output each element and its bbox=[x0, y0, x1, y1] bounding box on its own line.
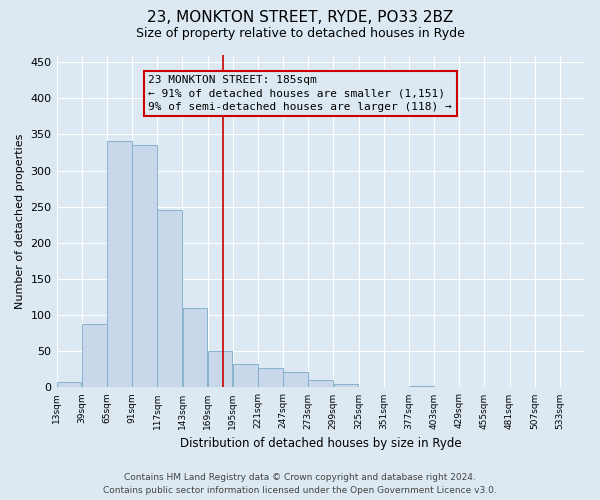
Bar bbox=[283, 372, 308, 388]
Bar bbox=[132, 146, 157, 388]
Bar bbox=[82, 324, 107, 388]
Bar bbox=[233, 364, 257, 388]
Text: Size of property relative to detached houses in Ryde: Size of property relative to detached ho… bbox=[136, 28, 464, 40]
Bar bbox=[208, 352, 232, 388]
Bar bbox=[157, 210, 182, 388]
Text: 23, MONKTON STREET, RYDE, PO33 2BZ: 23, MONKTON STREET, RYDE, PO33 2BZ bbox=[147, 10, 453, 25]
Y-axis label: Number of detached properties: Number of detached properties bbox=[15, 134, 25, 309]
Text: 23 MONKTON STREET: 185sqm
← 91% of detached houses are smaller (1,151)
9% of sem: 23 MONKTON STREET: 185sqm ← 91% of detac… bbox=[148, 75, 452, 112]
Bar bbox=[182, 308, 207, 388]
Bar bbox=[107, 141, 132, 388]
Bar bbox=[409, 386, 434, 388]
Bar bbox=[57, 382, 82, 388]
Bar bbox=[485, 386, 509, 388]
Bar bbox=[334, 384, 358, 388]
Bar bbox=[359, 386, 383, 388]
Text: Contains HM Land Registry data © Crown copyright and database right 2024.
Contai: Contains HM Land Registry data © Crown c… bbox=[103, 474, 497, 495]
Bar bbox=[308, 380, 333, 388]
Bar bbox=[258, 368, 283, 388]
Bar bbox=[560, 386, 585, 388]
X-axis label: Distribution of detached houses by size in Ryde: Distribution of detached houses by size … bbox=[180, 437, 461, 450]
